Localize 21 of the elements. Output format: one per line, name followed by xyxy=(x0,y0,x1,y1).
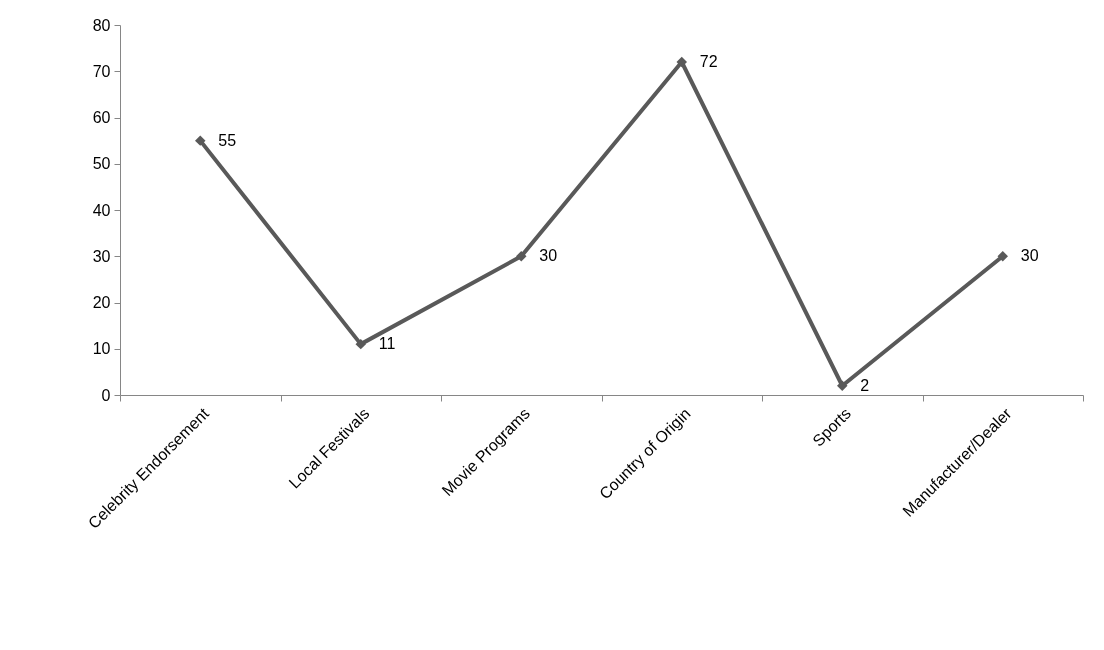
data-label: 30 xyxy=(539,247,558,265)
y-tick-label: 40 xyxy=(92,201,111,219)
y-tick-label: 30 xyxy=(92,247,111,265)
data-label: 55 xyxy=(218,131,237,149)
point xyxy=(516,251,527,262)
point xyxy=(837,380,848,391)
point xyxy=(676,56,687,68)
y-tick-label: 0 xyxy=(101,386,111,404)
y-tick-label: 70 xyxy=(92,62,111,80)
data-label: 2 xyxy=(860,376,870,394)
y-tick-label: 50 xyxy=(92,155,111,173)
y-tick-label: 80 xyxy=(92,16,111,34)
data-label: 11 xyxy=(378,335,396,353)
data-label: 72 xyxy=(699,53,718,70)
point xyxy=(355,338,366,350)
y-tick-label: 60 xyxy=(92,109,111,126)
y-tick-label: 10 xyxy=(92,340,111,358)
point xyxy=(195,135,206,146)
data-label: 30 xyxy=(1020,247,1039,265)
point xyxy=(997,251,1008,262)
y-tick-label: 20 xyxy=(92,294,111,311)
